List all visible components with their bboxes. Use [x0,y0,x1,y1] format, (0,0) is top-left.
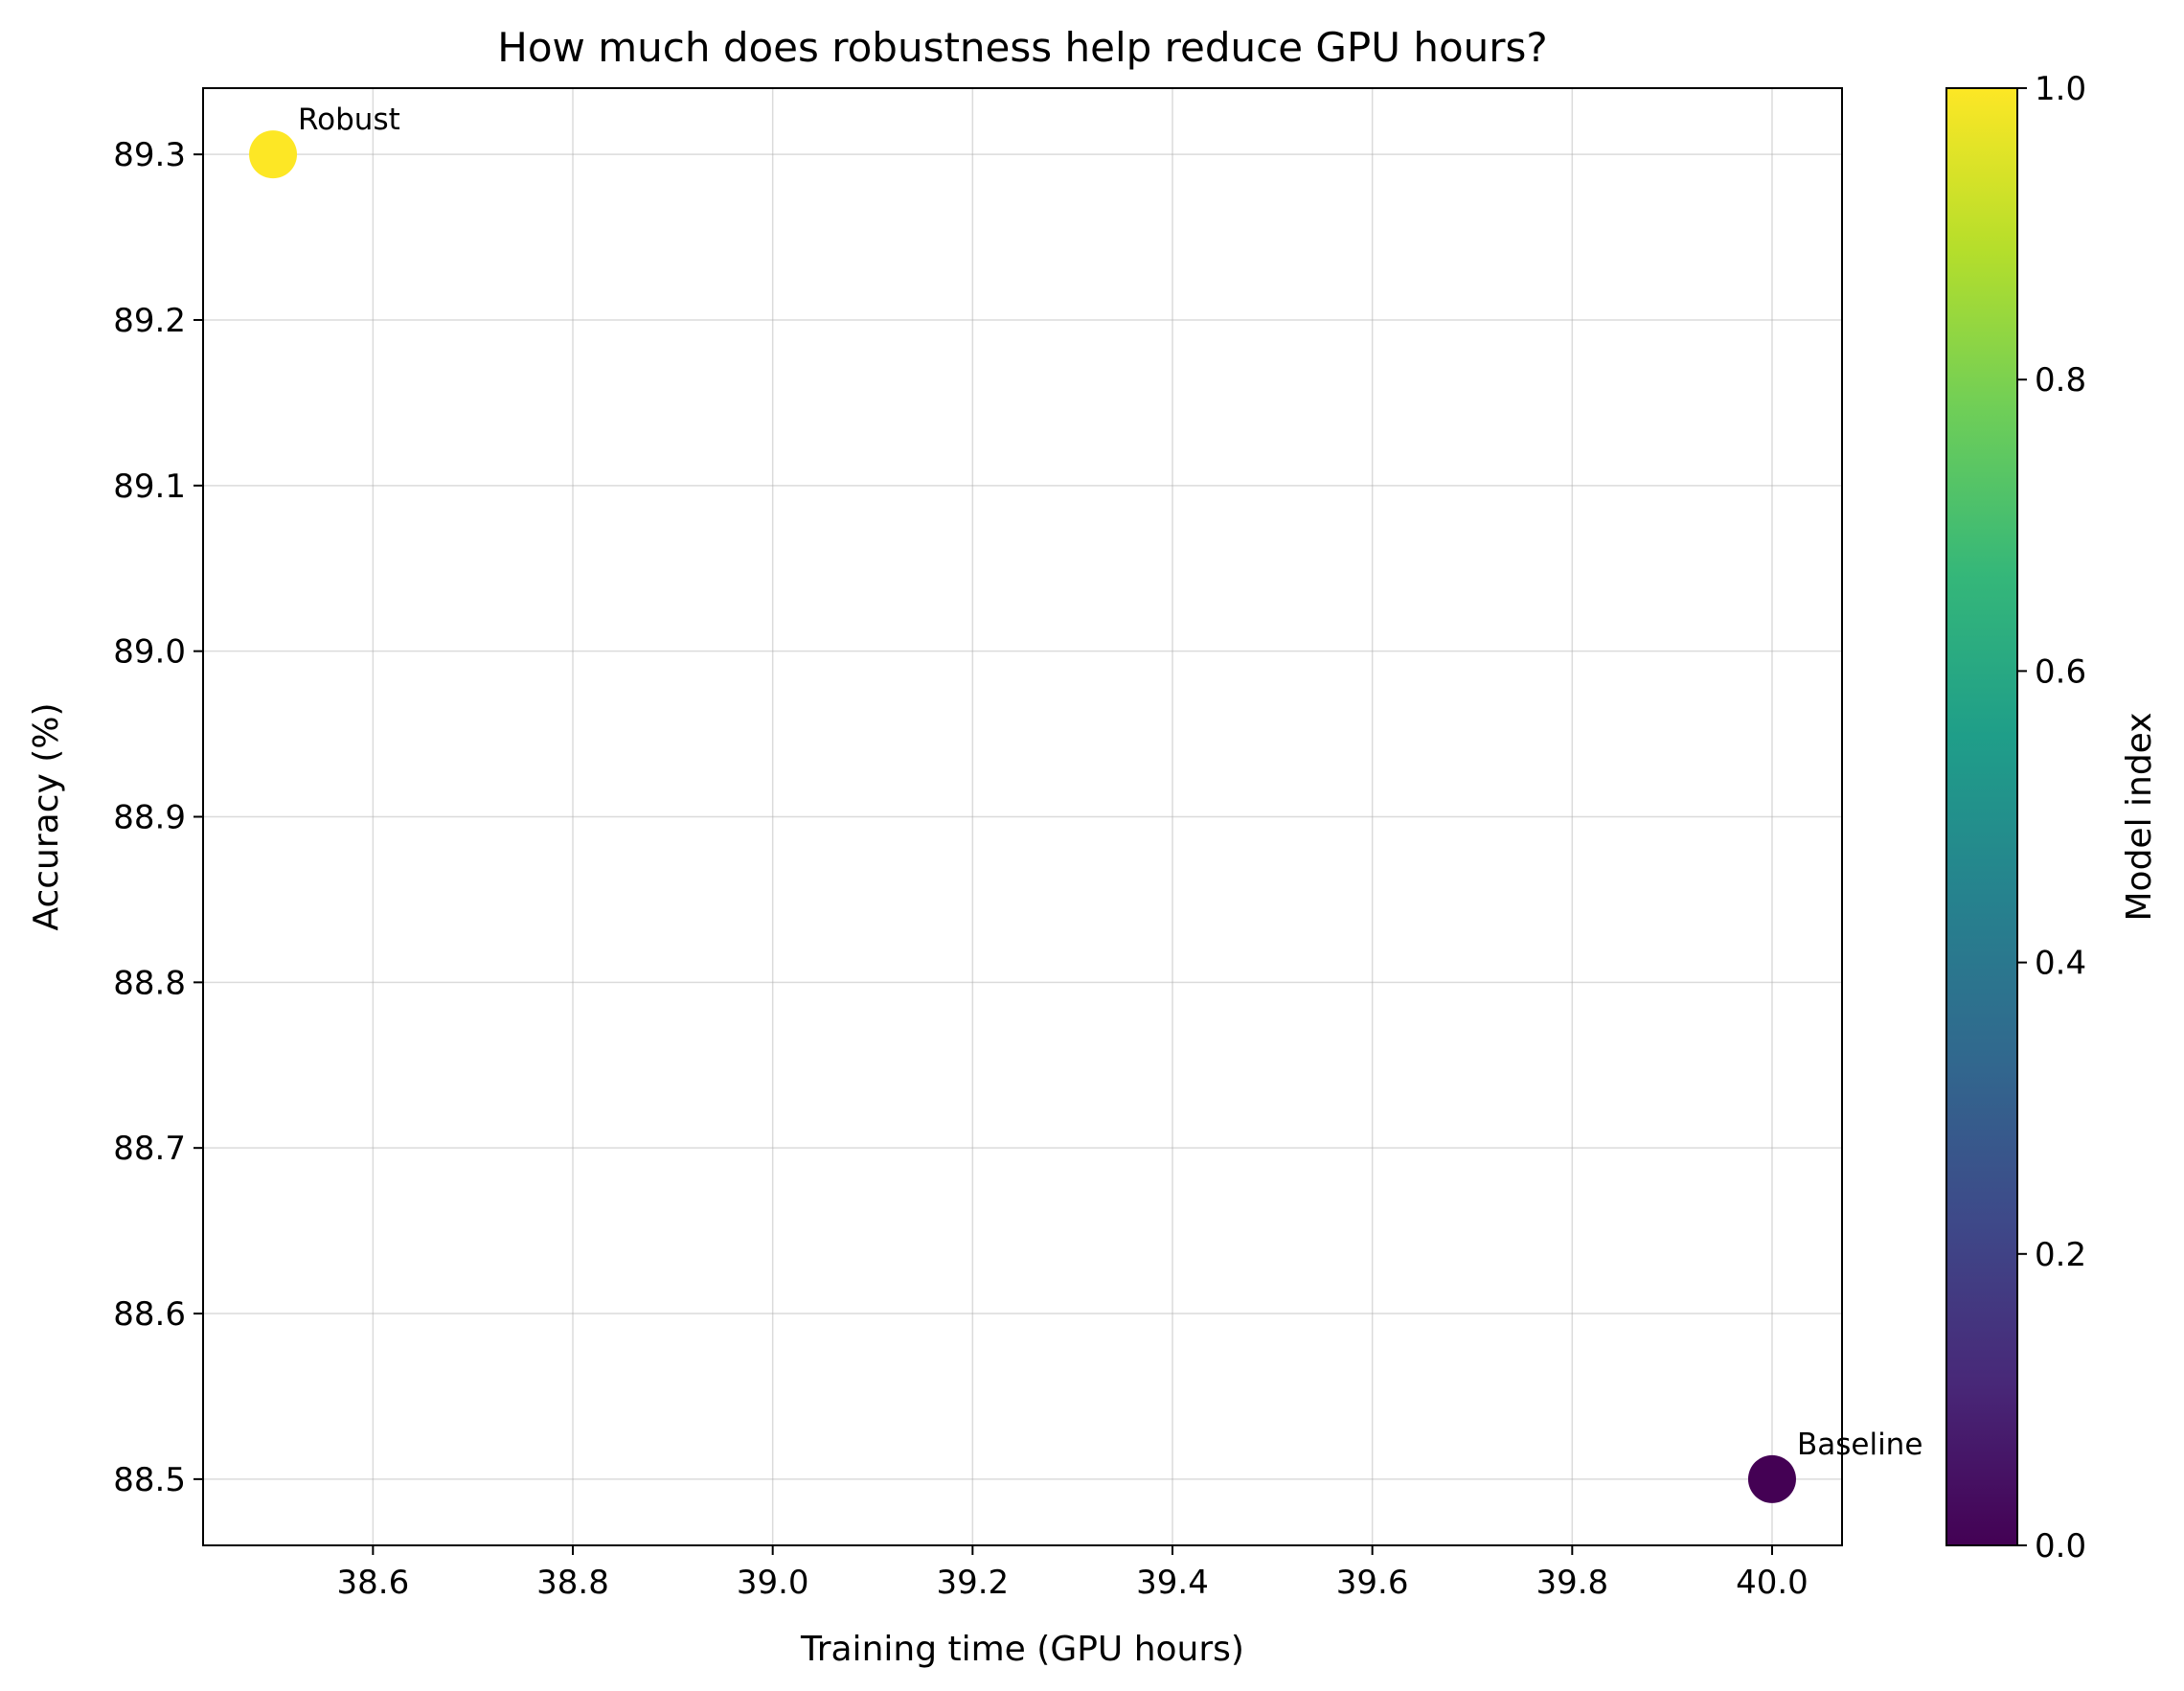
x-tick-label: 38.8 [536,1564,609,1602]
x-tick-label: 40.0 [1736,1564,1809,1602]
colorbar-tick-label: 0.6 [2035,652,2086,691]
y-tick-label: 88.7 [113,1130,186,1168]
y-tick-label: 89.0 [113,633,186,672]
grid [203,88,1842,1545]
x-axis: 38.6 38.8 39.0 39.2 39.4 39.6 39.8 40.0 [337,1545,1809,1602]
x-tick-label: 39.2 [936,1564,1009,1602]
y-axis-label: Accuracy (%) [27,702,66,930]
data-point-baseline [1747,1454,1796,1503]
data-points: Baseline Robust [249,103,1922,1503]
y-tick-label: 89.3 [113,136,186,174]
colorbar: 0.0 0.2 0.4 0.6 0.8 1.0 [1945,70,2086,1565]
colorbar-gradient [1945,87,2018,1546]
y-tick-label: 89.1 [113,468,186,506]
y-tick-label: 88.6 [113,1295,186,1334]
point-label-baseline: Baseline [1797,1428,1922,1462]
colorbar-tick-label: 0.8 [2035,361,2086,400]
y-tick-label: 89.2 [113,302,186,340]
x-tick-label: 39.8 [1536,1564,1608,1602]
colorbar-tick-label: 0.0 [2035,1527,2086,1565]
x-tick-label: 39.6 [1336,1564,1409,1602]
x-tick-label: 39.4 [1136,1564,1209,1602]
colorbar-tick-label: 0.2 [2035,1236,2086,1274]
point-label-robust: Robust [298,103,400,137]
chart-title: How much does robustness help reduce GPU… [497,24,1547,71]
x-axis-label: Training time (GPU hours) [800,1630,1244,1669]
y-tick-label: 88.8 [113,964,186,1002]
y-axis: 88.5 88.6 88.7 88.8 88.9 89.0 89.1 89.2 89.3 [113,136,203,1499]
data-point-robust [249,130,298,179]
y-tick-label: 88.9 [113,799,186,837]
colorbar-tick-label: 1.0 [2035,70,2086,108]
colorbar-tick-label: 0.4 [2035,945,2086,983]
y-tick-label: 88.5 [113,1461,186,1499]
x-tick-label: 38.6 [337,1564,410,1602]
colorbar-label: Model index [2120,712,2159,921]
x-tick-label: 39.0 [737,1564,809,1602]
